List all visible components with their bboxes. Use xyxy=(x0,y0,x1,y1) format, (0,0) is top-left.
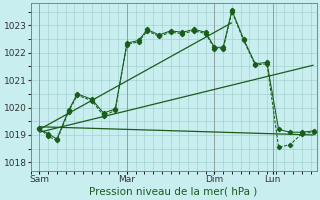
X-axis label: Pression niveau de la mer( hPa ): Pression niveau de la mer( hPa ) xyxy=(90,187,258,197)
